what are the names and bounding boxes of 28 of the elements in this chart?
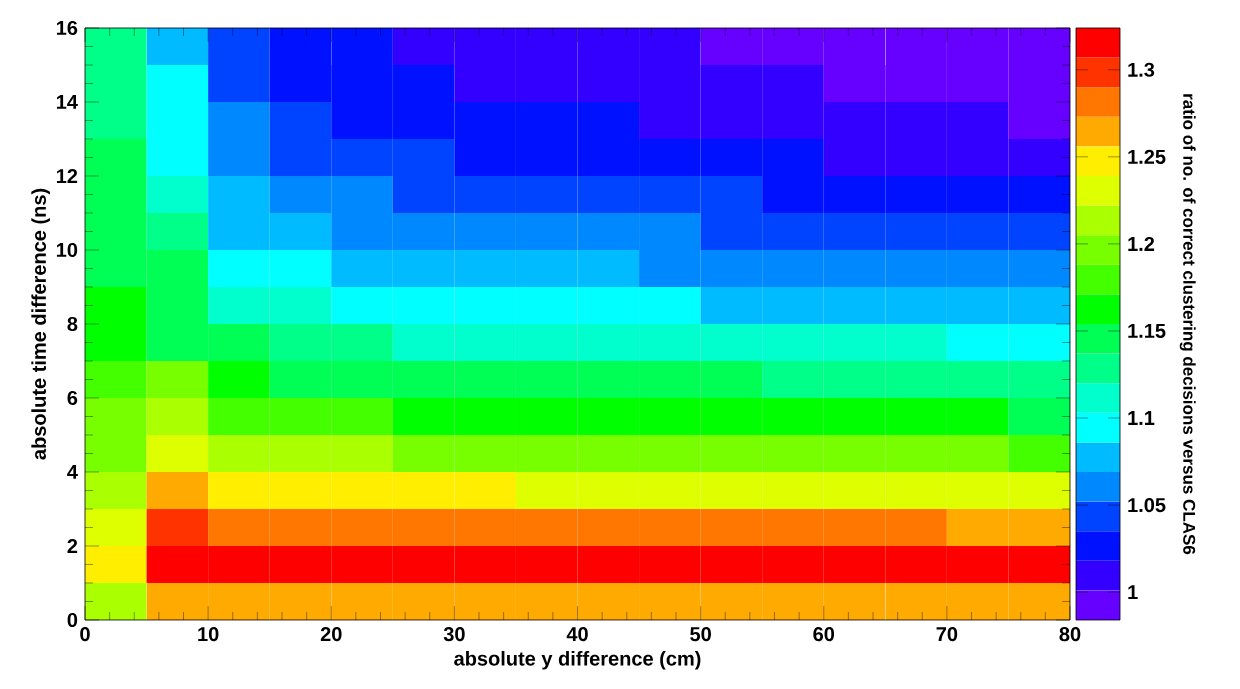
color-bar-label: 1.3 [1128, 62, 1155, 77]
x-tick-label: 70 [936, 627, 958, 642]
y-tick-label: 2 [67, 539, 78, 553]
y-tick-label: 14 [56, 95, 78, 109]
y-tick-label: 0 [67, 612, 78, 628]
x-tick-label: 60 [813, 627, 835, 642]
y-tick-label: 16 [56, 20, 78, 36]
y-axis-title: absolute time difference (ns) [31, 188, 50, 460]
y-tick-label: 4 [67, 465, 78, 479]
x-tick-label: 50 [690, 627, 711, 642]
x-tick-label: 10 [198, 627, 219, 642]
x-tick-label: 30 [443, 627, 465, 642]
y-tick-label: 8 [67, 316, 78, 332]
x-tick-label: 20 [320, 627, 342, 642]
y-tick-label: 12 [56, 169, 78, 183]
y-tick-label: 10 [56, 242, 78, 258]
color-bar-label: 1 [1128, 585, 1138, 600]
color-bar-label: 1.15 [1128, 323, 1166, 338]
x-tick-label: 0 [80, 627, 90, 642]
color-bar-title: ratio of no. of correct clustering decisions versus CLAS6 [1179, 94, 1196, 555]
x-axis-title: absolute y difference (cm) [454, 650, 701, 670]
x-tick-label: 40 [566, 627, 588, 642]
y-tick-label: 6 [67, 390, 78, 406]
color-bar-label: 1.05 [1128, 498, 1166, 513]
color-bar-label: 1.1 [1128, 411, 1155, 425]
color-bar-label: 1.2 [1128, 236, 1155, 251]
color-bar-label: 1.25 [1128, 149, 1166, 164]
x-tick-label: 80 [1059, 627, 1081, 642]
